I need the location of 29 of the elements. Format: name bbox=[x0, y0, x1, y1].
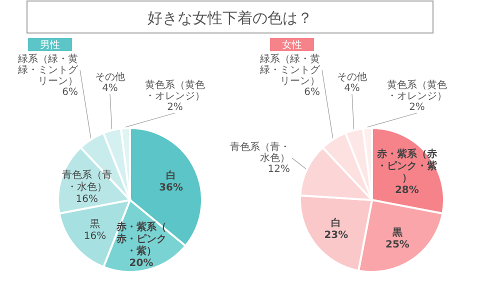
data-label: 2% bbox=[409, 102, 425, 113]
slice-label: 白 bbox=[166, 170, 176, 182]
slice-label: 黄色系（黄色・オレンジ） bbox=[387, 79, 447, 102]
slice-label: 緑系（緑・黄緑・ミントグリーン） bbox=[17, 53, 79, 87]
slice-label: 黒 bbox=[90, 218, 100, 230]
data-label: 20% bbox=[129, 258, 154, 269]
data-label: 36% bbox=[159, 182, 184, 194]
data-label: 2% bbox=[167, 102, 183, 113]
data-label: 4% bbox=[344, 83, 360, 94]
slice-label: 青色系（青・水色） bbox=[230, 141, 290, 164]
data-label: 4% bbox=[102, 83, 118, 94]
data-label: 25% bbox=[386, 240, 410, 251]
data-label: 28% bbox=[394, 185, 419, 196]
slice-label: その他 bbox=[337, 71, 367, 83]
data-label: 23% bbox=[324, 230, 348, 241]
chart-title: 男性 bbox=[40, 39, 60, 51]
slice-label: その他 bbox=[95, 71, 125, 83]
slice-label: 黄色系（黄色・オレンジ） bbox=[145, 79, 205, 102]
data-label: 16% bbox=[84, 230, 106, 242]
slice-label: 白 bbox=[331, 216, 342, 229]
slice-label: 緑系（緑・黄緑・ミントグリーン） bbox=[259, 53, 321, 87]
chart-title: 女性 bbox=[282, 39, 302, 51]
data-label: 6% bbox=[62, 87, 78, 98]
data-label: 12% bbox=[268, 164, 290, 175]
text: 好きな女性下着の色は？ bbox=[148, 9, 312, 27]
slice-label: 青色系（青・水色） bbox=[62, 168, 112, 193]
slice-label: 黒 bbox=[391, 226, 404, 239]
data-label: 16% bbox=[76, 194, 98, 205]
data-label: 6% bbox=[304, 87, 320, 98]
